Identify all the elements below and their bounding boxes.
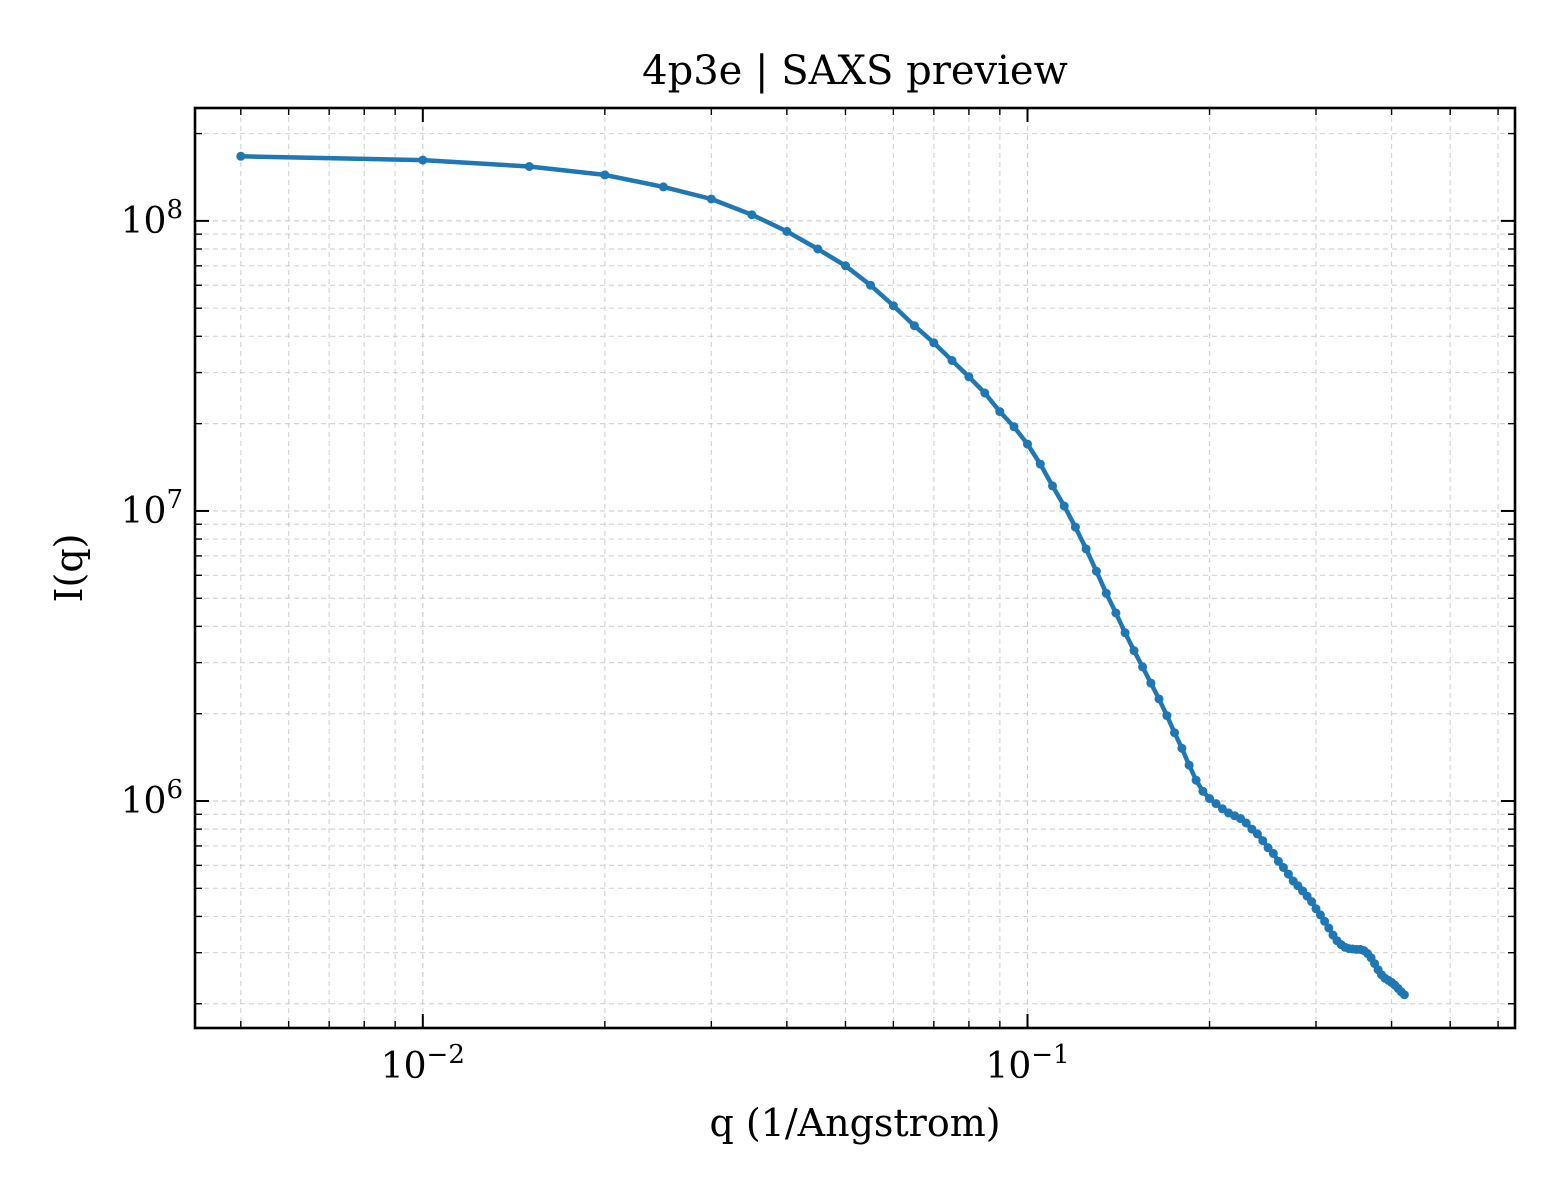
data-point bbox=[1091, 566, 1101, 576]
data-point bbox=[1252, 829, 1262, 839]
data-point bbox=[1129, 646, 1139, 656]
y-tick-label: 108 bbox=[121, 195, 183, 242]
x-axis-label: q (1/Angstrom) bbox=[709, 1101, 1000, 1145]
data-point bbox=[1146, 678, 1156, 688]
chart-title: 4p3e | SAXS preview bbox=[642, 48, 1068, 94]
data-point bbox=[1307, 897, 1317, 907]
data-point bbox=[866, 280, 875, 290]
data-point bbox=[1324, 923, 1334, 933]
data-point bbox=[1138, 662, 1148, 672]
data-point bbox=[1273, 856, 1283, 866]
data-point bbox=[418, 155, 428, 165]
data-point bbox=[524, 162, 534, 171]
y-axis-label: I(q) bbox=[47, 534, 91, 603]
data-point bbox=[658, 182, 668, 192]
data-point bbox=[1278, 863, 1288, 872]
data-point bbox=[964, 372, 974, 382]
data-point bbox=[1177, 743, 1187, 753]
data-point bbox=[1315, 910, 1325, 920]
data-point bbox=[1035, 459, 1045, 469]
y-tick-label: 106 bbox=[121, 775, 183, 822]
data-point bbox=[1258, 836, 1268, 846]
data-point bbox=[1205, 794, 1214, 803]
data-point bbox=[1081, 544, 1091, 554]
data-point bbox=[1283, 869, 1293, 879]
grid-layer bbox=[195, 108, 1515, 1028]
data-point bbox=[1170, 728, 1179, 738]
tick-layer bbox=[195, 108, 1515, 1028]
data-point bbox=[1154, 694, 1164, 704]
data-point bbox=[1399, 990, 1409, 1000]
data-point bbox=[1162, 711, 1172, 721]
data-point bbox=[1184, 760, 1194, 770]
data-point bbox=[1023, 439, 1032, 449]
data-point bbox=[1120, 628, 1130, 638]
data-point bbox=[600, 170, 610, 180]
data-point bbox=[980, 388, 990, 398]
data-point bbox=[909, 321, 919, 331]
data-point bbox=[888, 301, 898, 311]
data-layer bbox=[236, 151, 1409, 1000]
data-point bbox=[1059, 501, 1069, 511]
data-point bbox=[1009, 422, 1019, 432]
data-point bbox=[841, 261, 850, 271]
x-tick-label: 10−2 bbox=[381, 1040, 465, 1087]
data-point bbox=[236, 151, 246, 161]
x-tick-label: 10−1 bbox=[985, 1040, 1069, 1087]
data-point bbox=[813, 244, 823, 254]
data-point bbox=[929, 338, 939, 348]
data-point bbox=[1191, 775, 1201, 785]
data-point bbox=[1211, 799, 1221, 809]
data-point bbox=[747, 210, 757, 220]
data-point bbox=[1070, 522, 1080, 532]
data-point bbox=[1320, 916, 1330, 926]
y-tick-label: 107 bbox=[121, 485, 183, 532]
data-point bbox=[1198, 786, 1208, 796]
data-point bbox=[706, 194, 716, 204]
data-point bbox=[995, 407, 1005, 417]
data-point bbox=[1268, 848, 1278, 858]
plot-frame bbox=[193, 106, 1517, 1030]
data-point bbox=[947, 356, 957, 365]
label-layer: 10−2 10−1 106 107 108 bbox=[121, 195, 1070, 1087]
data-point bbox=[1241, 818, 1251, 828]
data-point bbox=[782, 226, 792, 236]
data-point bbox=[1101, 588, 1111, 598]
data-point bbox=[1111, 608, 1121, 618]
data-point bbox=[1048, 481, 1057, 491]
